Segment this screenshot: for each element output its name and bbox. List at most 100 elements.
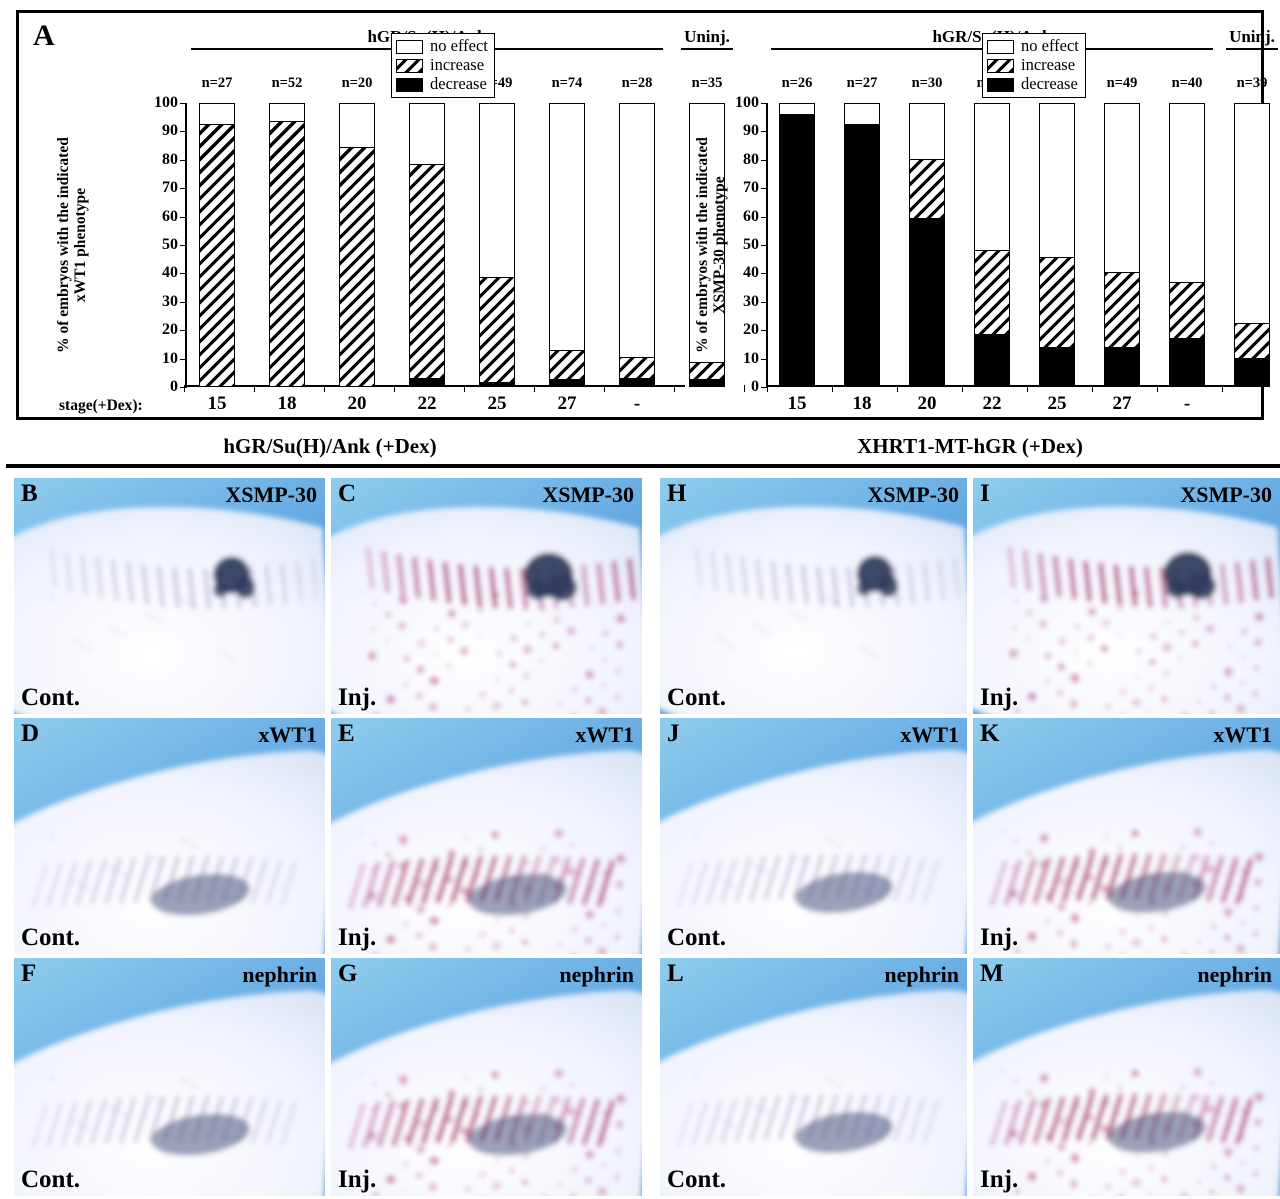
bar-7 bbox=[689, 103, 725, 387]
segment-no-effect-0 bbox=[200, 104, 234, 124]
n-label-2: n=20 bbox=[341, 75, 373, 91]
embryo-image bbox=[331, 958, 642, 1196]
panel-letter-l: L bbox=[667, 960, 684, 987]
y-axis-label-line2: XSMP-30 phenotype bbox=[711, 176, 729, 314]
condition-label-b: Cont. bbox=[21, 684, 81, 711]
gene-label-i: XSMP-30 bbox=[1180, 482, 1272, 507]
segment-no-effect-4 bbox=[480, 104, 514, 278]
y-axis-label-line2: xWT1 phenotype bbox=[72, 187, 90, 303]
y-tick-90 bbox=[180, 131, 187, 133]
segment-decrease-6 bbox=[620, 378, 654, 386]
bar-4 bbox=[1039, 103, 1075, 387]
chart-legend: no effect increase decrease bbox=[982, 33, 1086, 98]
bar-0 bbox=[199, 103, 235, 387]
chart-legend: no effect increase decrease bbox=[391, 33, 495, 98]
bar-4 bbox=[479, 103, 515, 387]
x-tick-5 bbox=[1091, 385, 1093, 392]
column-rule-0 bbox=[6, 464, 654, 468]
group-rule-1 bbox=[681, 48, 733, 50]
gene-label-j: xWT1 bbox=[900, 722, 959, 747]
segment-increase-1 bbox=[270, 121, 304, 386]
segment-decrease-4 bbox=[1040, 346, 1074, 386]
x-tick-7 bbox=[674, 385, 675, 392]
segment-increase-3 bbox=[410, 163, 444, 379]
legend-row-2: decrease bbox=[396, 75, 488, 94]
x-axis-caption: stage(+Dex): bbox=[59, 397, 143, 414]
y-tick-label-20: 20 bbox=[162, 321, 178, 339]
y-tick-label-60: 60 bbox=[162, 207, 178, 225]
embryo-image bbox=[14, 958, 325, 1196]
condition-label-i: Inj. bbox=[980, 684, 1019, 711]
segment-increase-2 bbox=[910, 159, 944, 218]
x-label-6: - bbox=[633, 393, 641, 414]
y-tick-30 bbox=[180, 301, 187, 303]
x-tick-0 bbox=[766, 385, 768, 392]
y-tick-90 bbox=[761, 131, 768, 133]
x-label-3: 22 bbox=[417, 393, 437, 414]
segment-decrease-3 bbox=[975, 334, 1009, 386]
gene-label-h: XSMP-30 bbox=[867, 482, 959, 507]
legend-label-1: increase bbox=[430, 55, 485, 75]
n-label-5: n=49 bbox=[1106, 75, 1138, 91]
bar-1 bbox=[844, 103, 880, 387]
x-tick-4 bbox=[464, 385, 465, 392]
image-panel-c: C XSMP-30 Inj. bbox=[331, 478, 642, 714]
condition-label-c: Inj. bbox=[338, 684, 377, 711]
panel-letter-f: F bbox=[21, 960, 37, 987]
segment-no-effect-7 bbox=[1235, 104, 1269, 323]
n-label-6: n=40 bbox=[1171, 75, 1203, 91]
segment-increase-6 bbox=[1170, 281, 1204, 339]
bar-7 bbox=[1234, 103, 1270, 387]
condition-label-k: Inj. bbox=[980, 924, 1019, 951]
bar-5 bbox=[1104, 103, 1140, 387]
image-panel-h: H XSMP-30 Cont. bbox=[660, 478, 967, 714]
y-tick-70 bbox=[761, 188, 768, 190]
legend-label-2: decrease bbox=[430, 74, 487, 94]
n-label-7: n=35 bbox=[691, 75, 723, 91]
segment-no-effect-5 bbox=[1105, 104, 1139, 272]
condition-label-f: Cont. bbox=[21, 1166, 81, 1193]
panel-letter-c: C bbox=[338, 480, 357, 507]
x-tick-2 bbox=[896, 385, 898, 392]
segment-decrease-4 bbox=[480, 382, 514, 386]
legend-row-0: no effect bbox=[987, 37, 1079, 56]
legend-swatch-decrease bbox=[396, 77, 423, 92]
y-tick-label-70: 70 bbox=[743, 179, 759, 197]
y-tick-60 bbox=[761, 216, 768, 218]
gene-label-f: nephrin bbox=[242, 962, 317, 987]
image-panel-b: B XSMP-30 Cont. bbox=[14, 478, 325, 714]
segment-increase-7 bbox=[1235, 322, 1269, 359]
condition-label-d: Cont. bbox=[21, 924, 81, 951]
y-tick-0 bbox=[761, 387, 768, 388]
y-tick-20 bbox=[761, 330, 768, 332]
embryo-image bbox=[973, 478, 1280, 714]
y-tick-10 bbox=[180, 358, 187, 360]
y-tick-label-10: 10 bbox=[162, 349, 178, 367]
y-tick-label-80: 80 bbox=[743, 150, 759, 168]
x-label-0: 15 bbox=[207, 393, 227, 414]
y-tick-label-40: 40 bbox=[162, 264, 178, 282]
segment-no-effect-5 bbox=[550, 104, 584, 350]
y-tick-10 bbox=[761, 358, 768, 360]
legend-label-0: no effect bbox=[430, 36, 488, 56]
y-tick-50 bbox=[761, 245, 768, 246]
embryo-image bbox=[14, 478, 325, 714]
y-tick-20 bbox=[180, 330, 187, 332]
y-tick-label-100: 100 bbox=[154, 94, 178, 111]
y-tick-60 bbox=[180, 216, 187, 218]
condition-label-g: Inj. bbox=[338, 1166, 377, 1193]
gene-label-g: nephrin bbox=[559, 962, 634, 987]
condition-label-l: Cont. bbox=[667, 1166, 727, 1193]
y-axis-label-line1: % of embryos with the indicated bbox=[55, 137, 72, 353]
x-tick-3 bbox=[394, 385, 395, 392]
bar-6 bbox=[619, 103, 655, 387]
gene-label-b: XSMP-30 bbox=[225, 482, 317, 507]
gene-label-l: nephrin bbox=[884, 962, 959, 987]
x-tick-3 bbox=[961, 385, 963, 392]
gene-label-k: xWT1 bbox=[1213, 722, 1272, 747]
x-label-0: 15 bbox=[787, 393, 807, 414]
